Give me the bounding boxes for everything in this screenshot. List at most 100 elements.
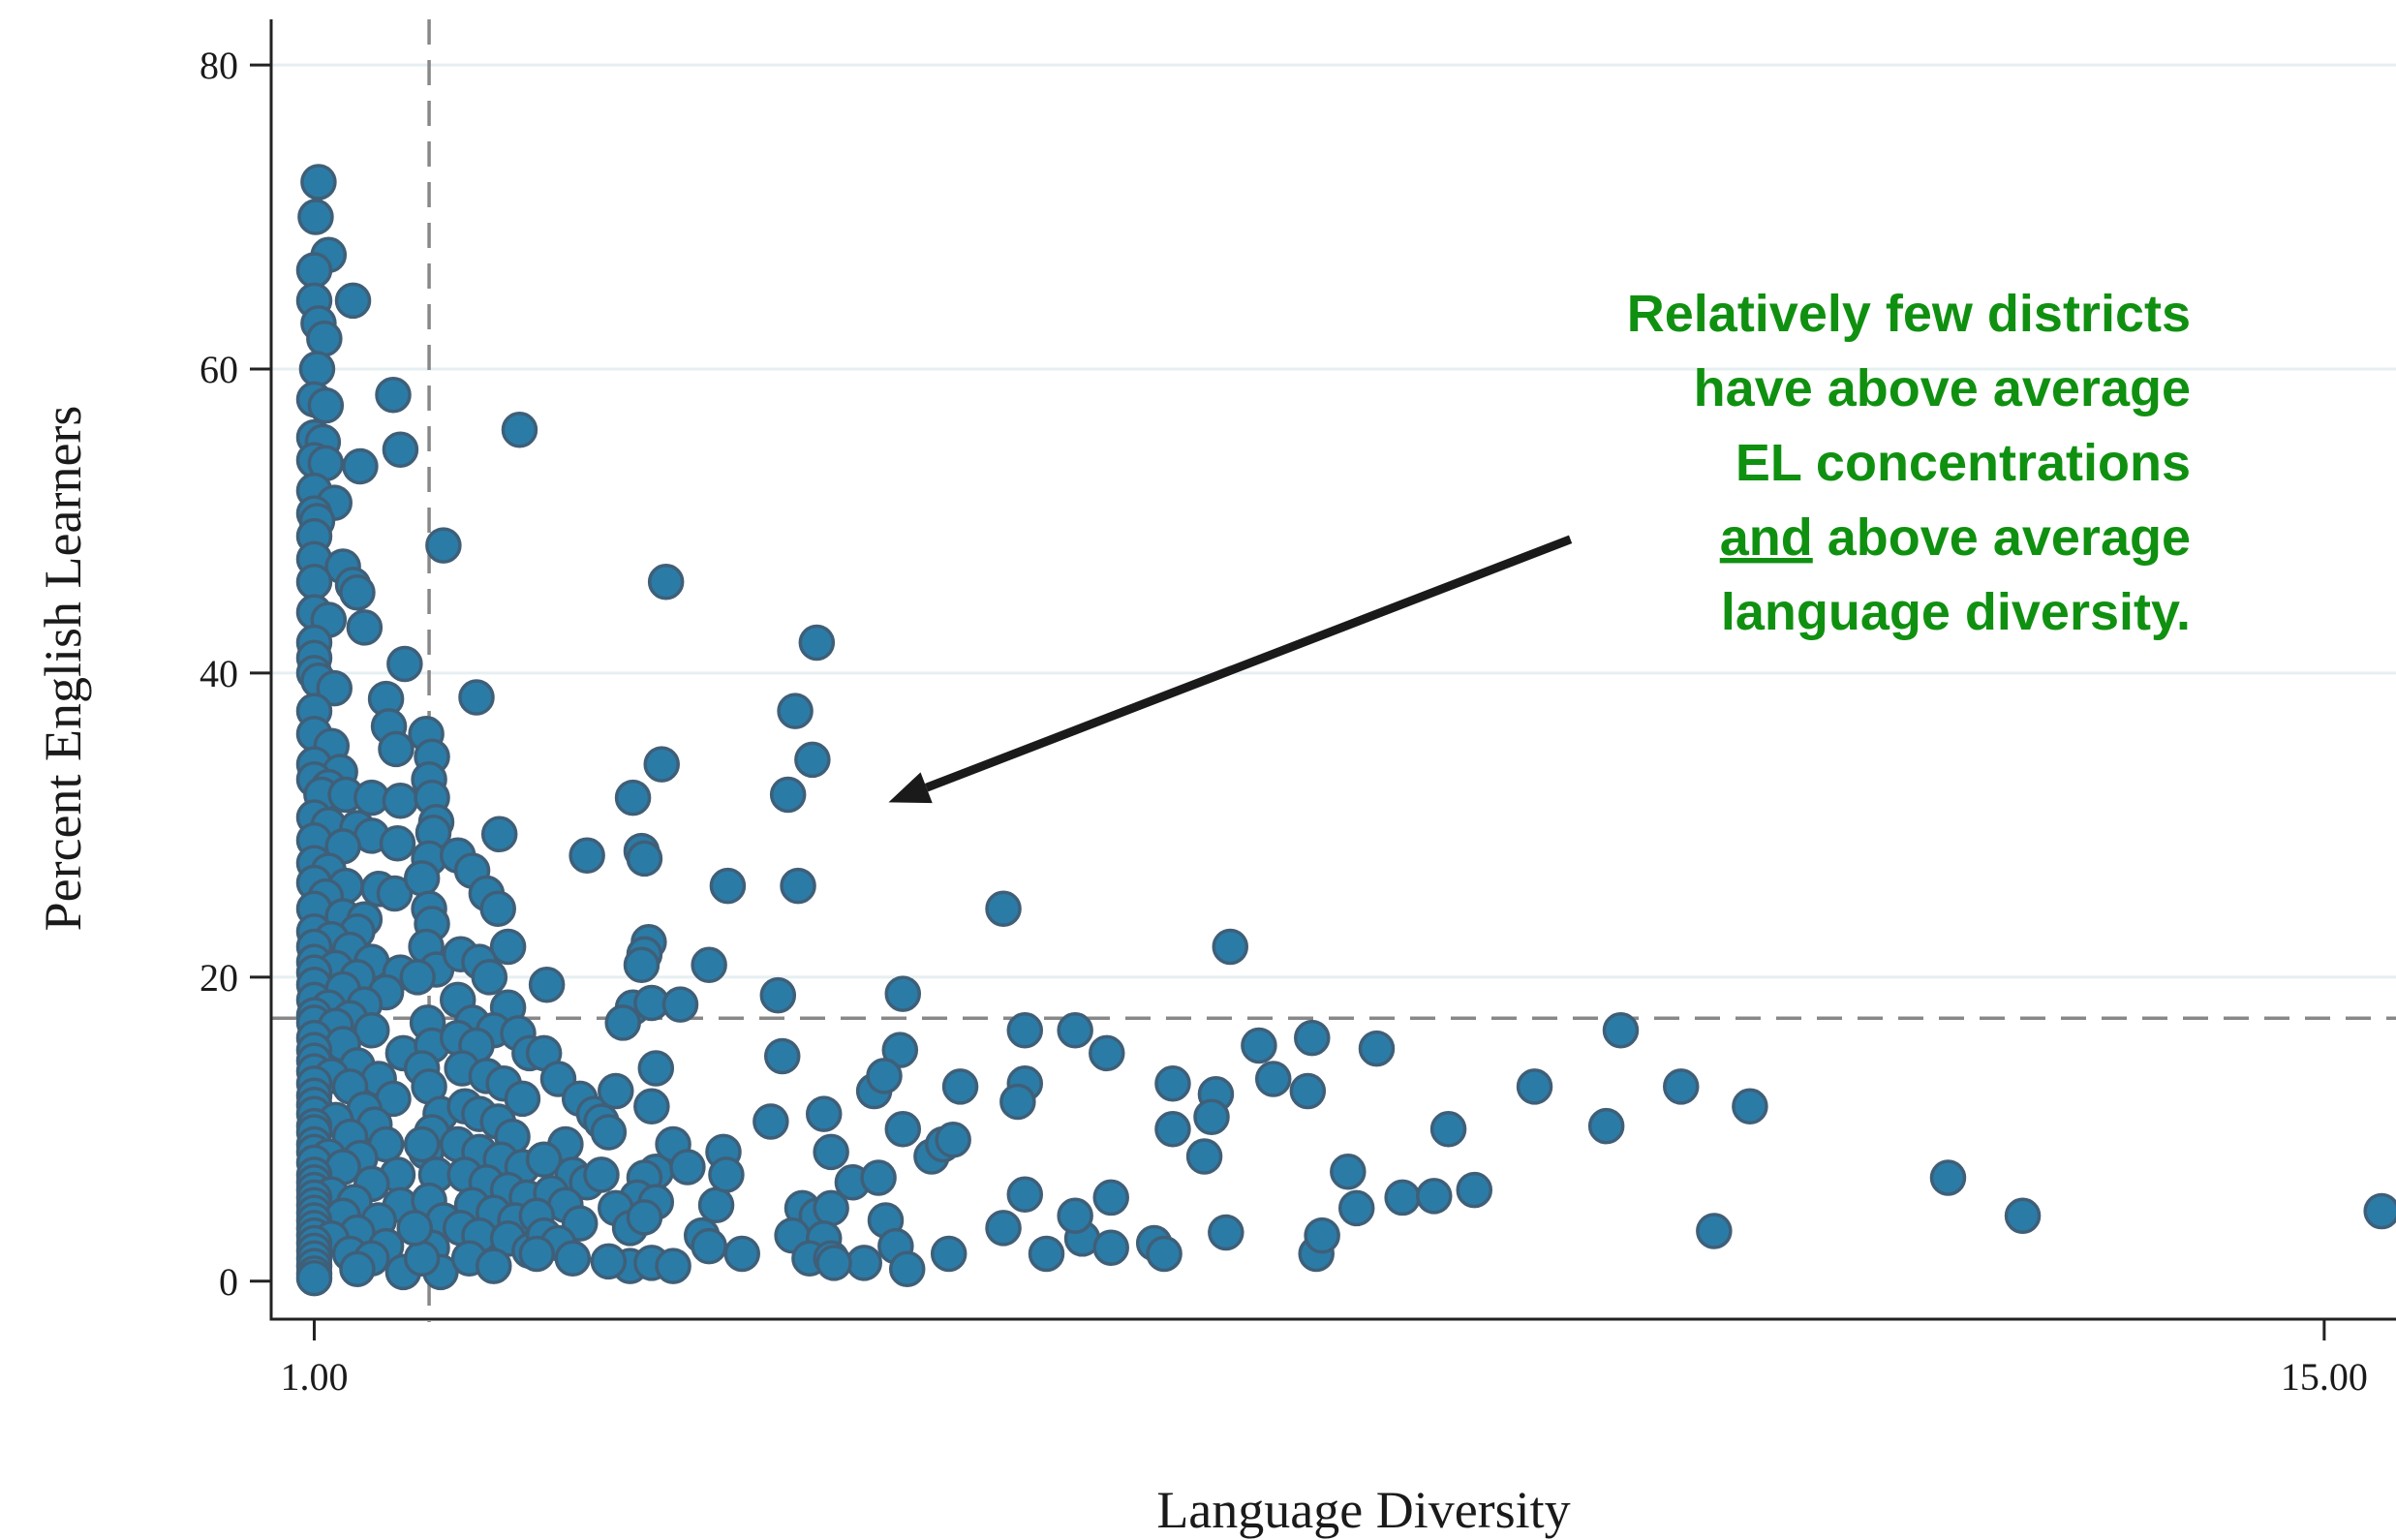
data-point — [306, 320, 343, 357]
data-point — [1193, 1098, 1230, 1135]
data-point — [884, 1111, 922, 1148]
data-point — [884, 975, 922, 1012]
data-point — [985, 890, 1022, 927]
data-point — [1208, 1214, 1244, 1251]
data-point — [403, 1240, 441, 1277]
data-point — [1154, 1064, 1191, 1102]
data-point — [723, 1235, 760, 1273]
data-point — [777, 693, 814, 729]
data-point — [655, 1247, 691, 1284]
data-point — [999, 1083, 1036, 1121]
y-tick-label: 20 — [200, 956, 238, 1000]
reference-lines — [271, 19, 2396, 1322]
data-point — [669, 1149, 706, 1186]
data-point — [386, 645, 423, 683]
annotation-segment: above average — [1813, 508, 2191, 567]
data-point — [471, 959, 508, 996]
data-point — [759, 976, 797, 1014]
data-point — [1185, 1138, 1223, 1175]
tick-labels: 0 20 40 60 80 1.00 15.00 — [200, 44, 2368, 1399]
data-point — [379, 824, 416, 862]
annotation-segment: language diversity. — [1721, 583, 2191, 641]
data-point — [342, 447, 379, 485]
annotation-line: Relatively few districts — [1627, 285, 2191, 343]
data-point — [316, 669, 353, 707]
data-point — [425, 527, 462, 564]
data-point — [753, 1103, 789, 1140]
data-point — [813, 1133, 849, 1171]
data-point — [614, 779, 652, 816]
x-tick-label: 1.00 — [280, 1355, 348, 1399]
data-point — [403, 860, 441, 897]
data-point — [1006, 1176, 1044, 1214]
data-point — [1429, 1111, 1467, 1148]
y-tick-label: 0 — [219, 1260, 238, 1304]
y-tick-label: 60 — [200, 348, 238, 391]
data-point — [623, 946, 660, 984]
annotation-line: and above average — [1720, 508, 2191, 567]
data-points — [295, 164, 2396, 1297]
x-tick-label: 15.00 — [2281, 1355, 2368, 1399]
y-tick-label: 80 — [200, 44, 238, 87]
data-point — [376, 875, 414, 912]
data-point — [590, 1243, 628, 1280]
data-point — [866, 1058, 903, 1094]
data-point — [1602, 1012, 1640, 1049]
data-point — [568, 837, 605, 875]
data-point — [1294, 1019, 1331, 1057]
data-point — [375, 376, 412, 414]
data-point — [1289, 1072, 1327, 1110]
data-point — [353, 1012, 390, 1049]
data-point — [295, 1259, 333, 1297]
data-point — [881, 1032, 919, 1068]
data-point — [518, 1235, 555, 1273]
data-point — [399, 959, 436, 996]
data-point — [1241, 1027, 1277, 1064]
data-point — [691, 946, 727, 984]
data-point — [845, 1245, 882, 1281]
data-point — [458, 679, 495, 716]
data-point — [930, 1235, 968, 1273]
data-point — [1057, 1197, 1093, 1235]
data-point — [525, 1141, 563, 1178]
data-point — [2004, 1197, 2042, 1235]
data-point — [637, 1050, 675, 1087]
data-point — [501, 412, 538, 448]
data-point — [985, 1210, 1022, 1247]
annotation-line: language diversity. — [1721, 583, 2191, 641]
data-point — [643, 746, 680, 783]
data-point — [583, 1156, 620, 1193]
data-point — [476, 1247, 512, 1284]
data-point — [794, 741, 831, 779]
data-point — [941, 1068, 979, 1105]
data-point — [396, 1210, 433, 1247]
annotation: Relatively few districts have above avera… — [888, 285, 2191, 804]
data-point — [708, 1156, 745, 1193]
data-point — [763, 1037, 801, 1075]
data-point — [1006, 1012, 1044, 1049]
annotation-line: have above average — [1694, 359, 2191, 417]
data-point — [382, 783, 419, 819]
data-point — [1089, 1034, 1125, 1072]
data-point — [1092, 1179, 1129, 1217]
annotation-segment: Relatively few districts — [1627, 285, 2191, 343]
data-point — [1337, 1189, 1375, 1227]
data-point — [1358, 1030, 1396, 1067]
data-point — [1154, 1111, 1191, 1148]
data-point — [1416, 1178, 1453, 1215]
data-point — [1732, 1088, 1768, 1125]
data-point — [604, 1004, 641, 1041]
data-point — [691, 1227, 727, 1265]
data-point — [1212, 928, 1249, 966]
y-tick-label: 40 — [200, 652, 238, 695]
data-point — [888, 1250, 926, 1287]
data-point — [780, 867, 816, 905]
data-point — [626, 1199, 663, 1236]
y-axis-title: Percent English Learners — [34, 406, 92, 932]
data-point — [1254, 1061, 1292, 1097]
annotation-segment: and — [1720, 508, 1813, 567]
data-point — [1587, 1107, 1625, 1145]
data-point — [1384, 1179, 1421, 1217]
data-point — [697, 1186, 735, 1224]
